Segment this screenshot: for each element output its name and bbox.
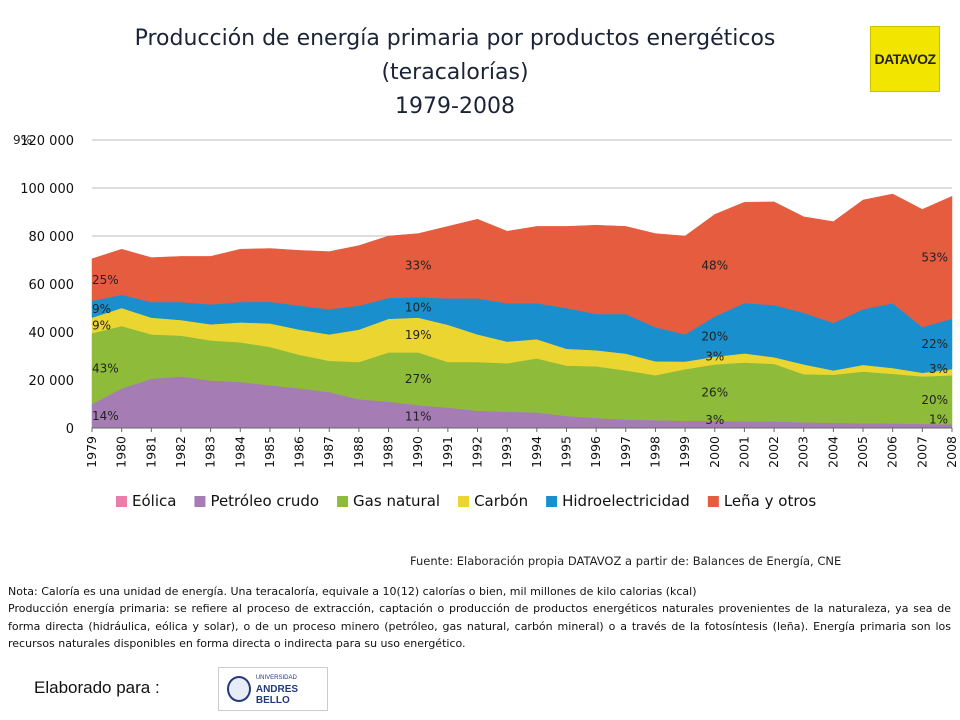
percent-label: 27% [405, 372, 432, 386]
area-lena-y-otros [91, 193, 953, 335]
title-line-3: 1979-2008 [395, 94, 515, 119]
x-tick-label: 2001 [736, 436, 751, 468]
percent-label: 43% [92, 362, 119, 376]
x-tick-label: 1999 [677, 436, 692, 468]
datavoz-logo: DATAVOZ [870, 26, 940, 92]
percent-label: 3% [929, 362, 948, 376]
note-block: Nota: Caloría es una unidad de energía. … [8, 583, 951, 652]
percent-label: 9% [92, 318, 111, 332]
percent-label: 9% [13, 133, 32, 147]
x-tick-label: 1985 [262, 436, 277, 468]
x-tick-label: 2000 [707, 436, 722, 468]
y-tick-label: 80 000 [29, 230, 75, 245]
x-tick-label: 1980 [114, 436, 129, 468]
x-tick-label: 1982 [173, 436, 188, 468]
percent-label: 20% [701, 330, 728, 344]
university-name: ANDRES BELLO [255, 683, 299, 706]
legend-swatch [458, 496, 470, 507]
x-tick-label: 1997 [618, 436, 633, 468]
y-tick-label: 120 000 [20, 134, 74, 149]
university-logo: UNIVERSIDAD ANDRES BELLO [218, 667, 328, 711]
legend-label: Hidroelectricidad [562, 492, 690, 510]
percent-label: 11% [405, 410, 432, 424]
legend-swatch [194, 496, 206, 507]
title-line-1: Producción de energía primaria por produ… [134, 26, 776, 51]
percent-label: 22% [921, 337, 948, 351]
percent-label: 33% [405, 258, 432, 272]
x-tick-label: 2003 [796, 436, 811, 468]
x-tick-label: 1989 [381, 436, 396, 468]
x-tick-label: 1991 [440, 436, 455, 468]
x-tick-label: 1986 [292, 436, 307, 468]
legend-label: Gas natural [353, 492, 440, 510]
datavoz-logo-text: DATAVOZ [874, 51, 936, 67]
x-tick-label: 2008 [944, 436, 959, 468]
x-tick-label: 1996 [588, 436, 603, 468]
source-text: Fuente: Elaboración propia DATAVOZ a par… [410, 554, 842, 568]
x-tick-label: 1990 [410, 436, 425, 468]
note-line-2: Producción energía primaria: se refiere … [8, 602, 951, 650]
percent-label: 10% [405, 300, 432, 314]
percent-label: 48% [701, 258, 728, 272]
y-tick-label: 100 000 [20, 182, 74, 197]
legend-label: Eólica [132, 492, 176, 510]
university-seal-icon [227, 676, 251, 702]
percent-label: 19% [405, 328, 432, 342]
x-tick-label: 1981 [143, 436, 158, 468]
x-tick-label: 2007 [914, 436, 929, 468]
x-tick-label: 1994 [529, 436, 544, 468]
percent-label: 3% [705, 413, 724, 427]
y-tick-label: 40 000 [29, 326, 75, 341]
legend-label: Carbón [474, 492, 528, 510]
note-line-1: Nota: Caloría es una unidad de energía. … [8, 585, 697, 598]
percent-label: 3% [705, 350, 724, 364]
legend-swatch [707, 496, 719, 507]
percent-label: 20% [921, 393, 948, 407]
x-tick-label: 1992 [470, 436, 485, 468]
legend-swatch [116, 496, 127, 507]
x-tick-label: 1987 [321, 436, 336, 468]
percent-label: 26% [701, 386, 728, 400]
percent-label: 53% [921, 250, 948, 264]
percent-label: 1% [929, 413, 948, 427]
x-tick-label: 1984 [232, 436, 247, 468]
x-tick-label: 1988 [351, 436, 366, 468]
chart-title: Producción de energía primaria por produ… [60, 22, 850, 124]
y-tick-label: 20 000 [29, 374, 75, 389]
university-small-text: UNIVERSIDAD [255, 674, 297, 681]
legend-label: Leña y otros [724, 492, 817, 510]
title-line-2: (teracalorías) [381, 60, 529, 85]
x-tick-label: 1995 [558, 436, 573, 468]
percent-label: 14% [92, 409, 119, 423]
x-tick-label: 1993 [499, 436, 514, 468]
percent-label: 25% [92, 273, 119, 287]
legend-label: Petróleo crudo [210, 492, 319, 510]
x-tick-label: 1979 [84, 436, 99, 468]
y-tick-label: 60 000 [29, 278, 75, 293]
x-tick-label: 1998 [647, 436, 662, 468]
legend-swatch [546, 496, 558, 507]
x-tick-label: 2005 [855, 436, 870, 468]
x-tick-label: 2006 [885, 436, 900, 468]
x-tick-label: 2004 [825, 436, 840, 468]
percent-label: 9% [92, 302, 111, 316]
stacked-area-chart: 0 20 000 40 000 60 000 80 000 100 000 120 000 1… [13, 133, 959, 510]
legend-swatch [337, 496, 349, 507]
y-tick-label: 0 [66, 422, 74, 437]
x-tick-label: 2002 [766, 436, 781, 468]
x-tick-label: 1983 [203, 436, 218, 468]
footer-label: Elaborado para : [34, 678, 160, 697]
